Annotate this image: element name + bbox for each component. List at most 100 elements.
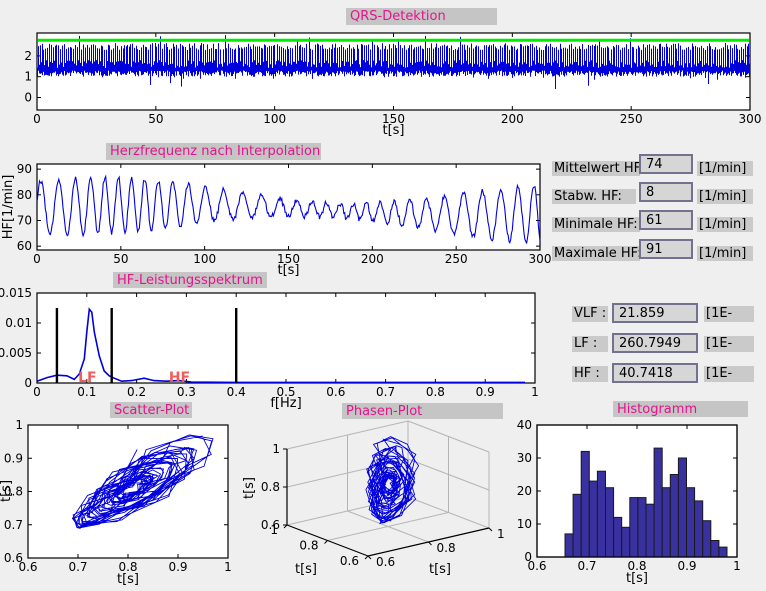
band-value-input[interactable]: 260.7949	[612, 333, 698, 353]
y-tick-label: 90	[17, 162, 32, 176]
y-tick-label: 0	[24, 91, 32, 105]
x-tick-label: 0.9	[168, 560, 187, 574]
x-tick-label: 0.8	[437, 541, 456, 555]
x-tick-label: 0.8	[118, 560, 137, 574]
histogram-bar	[718, 546, 728, 558]
y-tick-label: 1	[270, 523, 278, 537]
spectrum-plot-title: HF-Leistungsspektrum	[113, 272, 267, 288]
x-tick-label: 300	[739, 112, 762, 126]
x-tick-label: 1	[224, 560, 232, 574]
y-tick-label: 2	[24, 49, 32, 63]
x-tick-label: 200	[501, 112, 524, 126]
tick-3d	[428, 541, 432, 546]
histogram-bar	[661, 487, 671, 558]
x-tick-label: 1	[531, 385, 539, 399]
x-tick-label: 0.5	[276, 385, 295, 399]
phase-plot-title: Phasen-Plot	[342, 403, 503, 419]
band-label: HF :	[572, 366, 608, 382]
x-tick-label: 150	[277, 252, 300, 266]
qrs-plot: 0 50 100 150 200 250 300 0 1 2 t[s]	[24, 32, 762, 138]
histogram-bar	[645, 503, 655, 558]
histogram-bar	[621, 526, 631, 558]
y-axis-label: t[s]	[0, 480, 14, 502]
y-axis-label: HF[1/min]	[1, 175, 16, 240]
y-tick-label: 70	[17, 213, 32, 227]
z-tick-label: 0.6	[261, 518, 280, 532]
plot-area	[37, 293, 535, 383]
y-tick-label: 0	[24, 376, 32, 390]
x-tick-label: 0.2	[127, 385, 146, 399]
stat-unit: [1/min]	[697, 161, 753, 176]
x-tick-label: 0.9	[476, 385, 495, 399]
band-unit: [1E-	[704, 366, 754, 382]
x-tick-label: 0.7	[376, 385, 395, 399]
x-tick-label: 0	[33, 385, 41, 399]
stat-unit: [1/min]	[697, 246, 753, 261]
histogram-bar	[653, 447, 663, 558]
spectrum-curve	[36, 307, 525, 384]
x-tick-label: 0.7	[68, 560, 87, 574]
x-tick-label: 0.6	[527, 559, 546, 573]
histogram-bar	[702, 520, 712, 558]
stat-value-input[interactable]: 61	[639, 210, 693, 230]
band-annotation: LF	[78, 370, 96, 386]
z-tick-label: 1	[272, 442, 280, 456]
y-tick-label: 0.005	[0, 346, 32, 360]
stat-label: Minimale HF:	[552, 217, 640, 232]
band-value-input[interactable]: 21.859	[612, 303, 698, 323]
x-tick-label: 0.6	[326, 385, 345, 399]
histogram-bar	[572, 493, 582, 558]
plot-area	[28, 425, 228, 558]
scatter-plot-title: Scatter-Plot	[110, 402, 192, 418]
phase-plot: 0.6 0.6 0.6 0.8 0.8 0.8 1 1 1 t[s] t[s] t[s]	[242, 420, 505, 577]
x-axis-label: t[s]	[382, 123, 404, 138]
x-tick-label: 0	[33, 112, 41, 126]
stat-label: Mittelwert HF:	[552, 161, 645, 176]
histogram-bar	[564, 533, 574, 558]
histogram-bar	[677, 457, 688, 558]
y-tick-label: 0.01	[5, 316, 32, 330]
y-tick-label: 0.7	[4, 518, 23, 532]
stat-value-input[interactable]: 91	[639, 239, 693, 259]
stat-value-input[interactable]: 74	[639, 154, 693, 174]
stat-unit: [1/min]	[697, 217, 753, 232]
tick-3d	[324, 540, 328, 544]
band-label: LF :	[572, 336, 608, 352]
x-tick-label: 1	[497, 527, 505, 541]
y-axis-label: t[s]	[295, 562, 317, 577]
histogram-bar	[605, 487, 615, 558]
tick-3d	[367, 555, 372, 560]
x-tick-label: 0	[33, 252, 41, 266]
histogram-bar	[596, 470, 607, 558]
x-axis-label: t[s]	[626, 571, 648, 586]
x-axis-label: f[Hz]	[270, 396, 301, 411]
ecg-signal	[37, 35, 750, 89]
grid-line-3d	[347, 510, 429, 543]
x-tick-label: 50	[113, 252, 128, 266]
histogram-plot-title: Histogramm	[613, 401, 748, 417]
x-tick-label: 250	[620, 112, 643, 126]
phase-attractor	[365, 436, 420, 525]
tick-3d	[488, 527, 493, 532]
stat-value-input[interactable]: 8	[639, 182, 693, 202]
x-tick-label: 250	[445, 252, 468, 266]
histogram-bar	[580, 450, 590, 558]
y-tick-label: 0.8	[299, 539, 318, 553]
histogram-bar	[669, 474, 679, 558]
z-axis-label: t[s]	[242, 477, 257, 499]
x-tick-label: 50	[148, 112, 163, 126]
x-axis-label: t[s]	[117, 572, 139, 587]
y-tick-label: 60	[17, 239, 32, 253]
stat-unit: [1/min]	[697, 189, 753, 204]
x-tick-label: 0.6	[18, 560, 37, 574]
tick-3d	[283, 524, 288, 529]
y-tick-label: 0.8	[4, 485, 23, 499]
band-value-input[interactable]: 40.7418	[612, 363, 698, 383]
hr-plot-title: Herzfrequenz nach Interpolation	[106, 143, 321, 160]
x-tick-label: 100	[263, 112, 286, 126]
histogram-bar	[710, 540, 720, 558]
histogram-bar	[686, 487, 696, 558]
